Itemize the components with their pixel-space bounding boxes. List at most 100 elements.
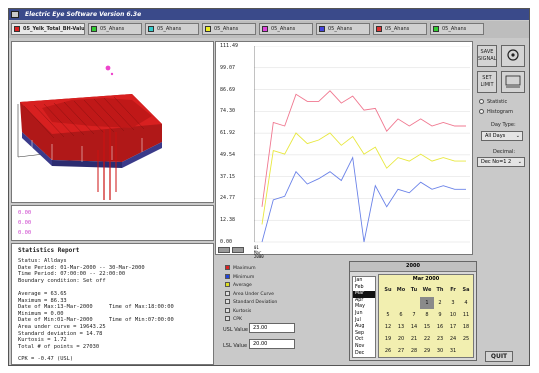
tab-label: 05_Ahans [385,26,410,32]
legend-value-1: 0.00 [18,210,32,216]
day-cell[interactable]: 8 [425,312,429,318]
day-cell[interactable]: 21 [410,336,418,342]
scroll-right-button[interactable] [232,247,244,253]
month-item[interactable]: Dec [355,350,365,356]
day-cell[interactable]: 6 [399,312,403,318]
day-cell[interactable]: 11 [462,312,470,318]
day-cell[interactable]: 20 [397,336,405,342]
day-cell[interactable]: 27 [397,348,405,354]
day-cell[interactable]: 13 [397,324,405,330]
day-cell[interactable]: 3 [451,300,455,306]
checkbox-box [225,265,230,270]
checkbox-label: Average [233,283,252,288]
month-item[interactable]: Jan [355,278,363,283]
radio-histogram[interactable]: Histogram [479,109,513,115]
day-cell[interactable]: 10 [449,312,457,318]
lsl-input[interactable]: 20.00 [249,339,295,349]
month-item[interactable]: Sep [355,330,365,336]
day-cell[interactable]: 29 [423,348,431,354]
day-cell[interactable]: 15 [423,324,431,330]
tab-signal-2[interactable]: 05_Ahans [88,23,142,35]
scroll-left-button[interactable] [218,247,230,253]
quit-button[interactable]: QUIT [485,351,513,362]
day-cell[interactable]: 31 [449,348,457,354]
day-cell[interactable]: 9 [438,312,442,318]
line-chart-panel[interactable]: 111.49 99.07 86.69 74.30 61.92 49.54 37.15 24.7… [215,41,473,259]
usl-input[interactable]: 23.00 [249,323,295,333]
day-cell[interactable]: 4 [464,300,468,306]
day-cell[interactable]: 22 [423,336,431,342]
checkbox-box [225,273,230,279]
day-header: Su [384,287,392,293]
legend-value-3: 0.00 [18,230,32,236]
month-item[interactable]: Apr [355,297,364,303]
month-item[interactable]: Jun [355,311,363,316]
day-cell[interactable]: 17 [449,324,457,330]
legend-value-2: 0.00 [18,220,32,226]
tab-color-swatch [319,26,325,32]
tab-color-swatch [262,26,268,32]
calendar-year[interactable]: 2000 [350,262,476,272]
window-menu-button[interactable] [11,11,19,18]
check-minimum[interactable]: Minimum [225,273,255,280]
day-cell[interactable]: 30 [436,348,444,354]
month-item[interactable]: Feb [355,284,364,290]
radio-statistic[interactable]: Statistic [479,99,507,105]
tab-signal-5[interactable]: 05_Ahans [259,23,313,35]
stats-line: Minimum = 0.00 [18,310,64,317]
tab-signal-6[interactable]: 05_Ahans [316,23,370,35]
month-item[interactable]: Mar [353,291,375,298]
day-header: Tu [410,287,418,293]
month-item[interactable]: Aug [355,324,365,330]
day-cell[interactable]: 19 [384,336,392,342]
check-cpk[interactable]: CPK [225,316,242,322]
surface-3d-view[interactable] [11,41,214,203]
month-item[interactable]: Oct [355,337,364,343]
month-item[interactable]: Nov [355,344,365,349]
day-cell[interactable]: 2 [438,300,442,306]
decimal-select[interactable]: Dec No=1 2 ⌄ [477,157,525,167]
y-tick-label: 37.15 [220,173,236,180]
check-average[interactable]: Average [225,282,252,288]
day-cell[interactable]: 23 [436,336,444,342]
day-cell[interactable]: 16 [436,324,444,330]
month-item[interactable]: May [355,304,365,310]
legend-values-panel: 0.00 0.00 0.00 [11,205,214,241]
day-cell[interactable]: 5 [386,312,390,318]
stats-line: Date of Max:13-Mar-2000 Time of Max:18:0… [18,304,174,311]
tab-color-swatch [376,26,382,32]
check-maximum[interactable]: Maximum [225,265,256,271]
check-area-under-curve[interactable]: Area Under Curve [225,290,274,297]
set-limit-button[interactable]: SET LIMIT [477,71,497,93]
boundary-icon [505,75,521,88]
day-cell[interactable]: 12 [384,324,392,330]
day-cell[interactable]: 24 [449,336,457,342]
day-cell[interactable]: 18 [462,324,470,330]
tab-signal-1[interactable]: 05_Yelk_Total_BH-Value [11,23,85,35]
tools-button[interactable] [501,45,525,67]
day-cell[interactable]: 28 [410,348,418,354]
day-cell[interactable]: 7 [412,312,416,318]
radio-statistic-dot [479,99,484,104]
check-kurtosis[interactable]: Kurtosis [225,307,251,314]
day-cell[interactable]: 26 [384,348,392,354]
checkbox-label: Minimum [233,274,255,280]
boundary-button[interactable] [501,71,525,93]
y-tick-label: 0.00 [220,239,233,245]
month-item[interactable]: Jul [355,317,361,323]
tab-signal-7[interactable]: 05_Ahans [373,23,427,35]
tab-signal-8[interactable]: 05_Ahans [430,23,484,35]
day-cell[interactable]: 14 [410,324,418,330]
save-signal-button[interactable]: SAVE SIGNAL [477,45,497,67]
chevron-down-icon: ⌄ [515,133,520,139]
day-cell[interactable]: 1 [420,297,434,309]
tab-signal-4[interactable]: 05_Ahans [202,23,256,35]
daytype-select[interactable]: All Days ⌄ [481,131,523,141]
month-list[interactable]: Jan Feb Mar Apr May Jun Jul Aug Sep Oct Nov Dec [352,276,376,358]
tab-label: 05_Ahans [157,26,182,32]
tab-signal-3[interactable]: 05_Ahans [145,23,199,35]
day-cell[interactable]: 25 [462,336,470,342]
tab-color-swatch [205,26,211,32]
stats-line: Date Period: 01-Mar-2000 -- 30-Mar-2000 [18,264,145,271]
check-standard-deviation[interactable]: Standard Deviation [225,299,277,305]
